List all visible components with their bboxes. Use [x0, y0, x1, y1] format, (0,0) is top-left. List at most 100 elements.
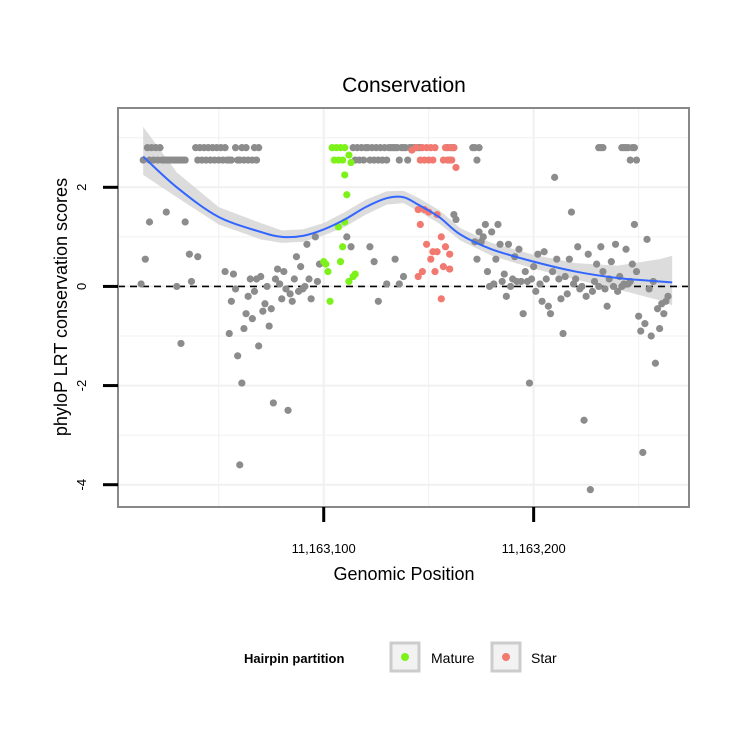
data-point-other — [515, 245, 523, 253]
confidence-band-layer — [143, 126, 673, 306]
data-point-mature — [341, 171, 349, 179]
data-point-star — [446, 265, 454, 273]
data-point-other — [525, 379, 534, 387]
data-point-other — [498, 277, 506, 286]
data-point-other — [551, 173, 559, 181]
data-point-other — [162, 208, 170, 216]
data-point-star — [431, 144, 439, 152]
data-point-other — [395, 156, 403, 164]
data-point-other — [236, 461, 244, 469]
data-point-other — [595, 282, 603, 291]
data-point-other — [259, 307, 267, 315]
data-point-other — [194, 253, 202, 261]
data-point-star — [412, 144, 420, 152]
data-point-other — [542, 275, 550, 283]
data-point-other — [567, 208, 576, 216]
data-point-other — [599, 144, 607, 152]
data-point-other — [452, 215, 460, 224]
data-point-mature — [336, 258, 345, 266]
legend: Hairpin partition Mature Star — [244, 641, 557, 673]
data-point-other — [360, 156, 368, 164]
data-point-other — [565, 255, 573, 263]
data-point-other — [391, 255, 399, 263]
data-point-other — [500, 270, 508, 278]
data-point-other — [231, 144, 240, 152]
data-point-other — [383, 156, 391, 164]
data-point-other — [290, 275, 298, 283]
data-point-other — [265, 322, 273, 330]
data-point-mature — [351, 270, 359, 278]
data-point-other — [490, 280, 498, 288]
data-point-other — [473, 156, 481, 164]
data-point-other — [242, 144, 250, 152]
y-axis-tick-label: 0 — [74, 283, 89, 290]
x-axis-tick-label: 11,163,100 — [292, 541, 356, 556]
data-point-other — [250, 287, 259, 295]
data-point-other — [181, 156, 189, 164]
data-point-other — [574, 243, 582, 251]
data-point-other — [343, 233, 351, 241]
x-axis-tick-label: 11,163,200 — [502, 541, 566, 556]
data-point-other — [187, 277, 196, 286]
data-point-other — [347, 243, 355, 251]
data-point-other — [313, 277, 322, 286]
legend-item-star: Star — [490, 641, 557, 673]
data-point-other — [590, 277, 599, 286]
data-point-other — [664, 292, 672, 300]
chart-title: Conservation — [342, 74, 466, 97]
data-point-star — [448, 156, 456, 164]
data-point-other — [601, 285, 609, 293]
data-point-star — [433, 248, 441, 256]
data-point-other — [530, 263, 538, 271]
data-point-other — [546, 310, 555, 318]
data-point-other — [614, 287, 622, 295]
data-point-other — [234, 352, 242, 360]
data-point-other — [242, 310, 250, 318]
data-point-other — [227, 297, 235, 305]
data-point-other — [488, 228, 496, 236]
data-point-other — [561, 272, 569, 281]
data-point-other — [536, 280, 544, 288]
data-point-mature — [343, 191, 351, 199]
data-point-other — [651, 359, 660, 367]
data-point-other — [185, 250, 193, 258]
data-point-other — [383, 280, 391, 288]
data-point-other — [288, 297, 296, 305]
data-point-other — [628, 260, 636, 268]
panel-border — [117, 107, 690, 508]
data-point-other — [244, 292, 252, 300]
data-point-mature — [345, 151, 353, 159]
data-point-star — [441, 243, 450, 251]
data-point-other — [588, 287, 597, 295]
data-point-other — [278, 295, 286, 303]
data-point-other — [647, 332, 655, 340]
data-point-other — [292, 253, 301, 261]
data-point-other — [305, 275, 313, 283]
grid-lines — [118, 108, 689, 507]
data-point-mature — [324, 267, 332, 276]
loess-smooth-curve — [142, 155, 673, 284]
data-point-other — [506, 282, 515, 291]
x-axis-title: Genomic Position — [333, 564, 474, 584]
data-point-other — [370, 258, 378, 266]
data-point-star — [427, 255, 435, 263]
data-point-other — [271, 275, 280, 283]
data-point-other — [632, 156, 641, 164]
data-point-other — [399, 272, 408, 281]
data-point-other — [572, 275, 580, 283]
data-point-star — [416, 220, 424, 229]
data-point-other — [280, 267, 288, 276]
data-point-mature — [326, 297, 334, 305]
data-point-other — [229, 270, 238, 278]
data-point-other — [366, 243, 374, 251]
data-point-other — [502, 292, 510, 300]
data-point-other — [252, 156, 261, 164]
data-point-star — [437, 295, 445, 303]
data-point-other — [221, 144, 229, 152]
data-point-other — [563, 290, 571, 298]
plot-panel — [117, 107, 690, 508]
data-point-other — [297, 263, 305, 271]
data-point-other — [580, 416, 588, 424]
data-point-other — [607, 258, 615, 266]
